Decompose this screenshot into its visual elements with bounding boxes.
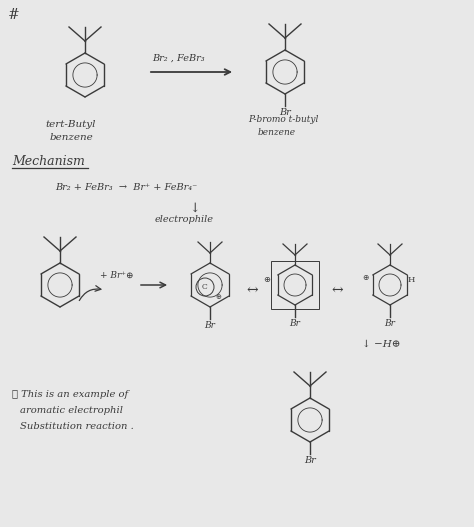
Text: + Br⁺⊕: + Br⁺⊕: [100, 271, 134, 280]
Text: Br: Br: [279, 108, 291, 117]
Text: Mechanism: Mechanism: [12, 155, 85, 168]
Text: benzene: benzene: [50, 133, 94, 142]
Text: ↓: ↓: [190, 202, 200, 215]
Text: P-bromo t-butyl: P-bromo t-butyl: [248, 115, 319, 124]
Text: Br₂ + FeBr₃  →  Br⁺ + FeBr₄⁻: Br₂ + FeBr₃ → Br⁺ + FeBr₄⁻: [55, 183, 197, 192]
Text: benzene: benzene: [258, 128, 296, 137]
Text: ⊕: ⊕: [264, 276, 271, 285]
Text: Br: Br: [290, 319, 301, 328]
Text: electrophile: electrophile: [155, 215, 214, 224]
Text: C: C: [202, 283, 208, 291]
Text: H: H: [408, 276, 415, 284]
Text: Br₂ , FeBr₃: Br₂ , FeBr₃: [152, 54, 204, 63]
Text: ⊕: ⊕: [215, 294, 221, 300]
Text: Substitution reaction .: Substitution reaction .: [20, 422, 134, 431]
Bar: [271, 261, 319, 309]
Text: #: #: [8, 8, 20, 22]
Text: ↓ −H⊕: ↓ −H⊕: [362, 340, 401, 349]
Text: Br: Br: [205, 321, 216, 330]
Text: Br: Br: [304, 456, 316, 465]
Text: ⊕: ⊕: [362, 272, 368, 281]
Text: ∴ This is an example of: ∴ This is an example of: [12, 390, 128, 399]
Text: aromatic electrophil: aromatic electrophil: [20, 406, 123, 415]
Text: Br: Br: [384, 319, 395, 328]
Text: tert-Butyl: tert-Butyl: [45, 120, 95, 129]
Text: ↔: ↔: [331, 283, 343, 297]
Text: ↔: ↔: [246, 283, 258, 297]
